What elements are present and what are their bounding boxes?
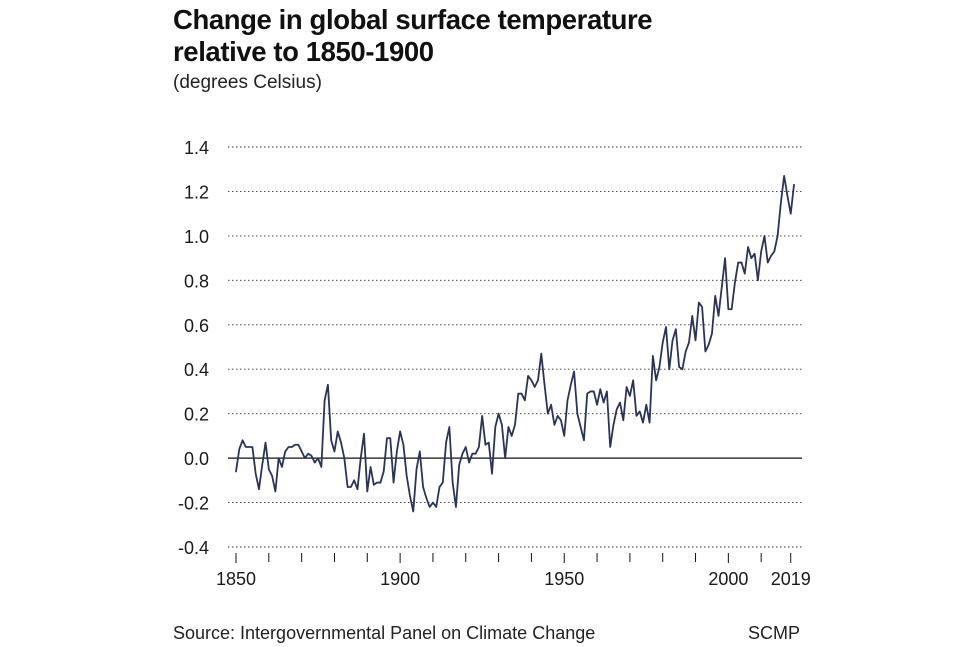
y-tick-label: -0.4 [178,538,209,558]
y-tick-label: 0.4 [184,360,209,380]
series-layer [235,174,795,513]
y-axis-tick-labels: -0.4 -0.2 0.0 0.2 0.4 0.6 0.8 1.0 1.2 1.4 [178,138,209,558]
y-tick-label: -0.2 [178,494,209,514]
x-tick-label: 2019 [771,569,811,589]
x-tick-label: 1900 [380,569,420,589]
source-note: Source: Intergovernmental Panel on Clima… [173,623,596,643]
y-tick-label: 1.4 [184,138,209,158]
y-tick-label: 0.0 [184,449,209,469]
x-tick-label: 2000 [708,569,748,589]
y-tick-label: 0.2 [184,405,209,425]
y-tick-label: 1.2 [184,182,209,202]
chart-title-line-2: relative to 1850-1900 [173,36,434,67]
temperature-series-line [235,174,795,513]
chart-subtitle: (degrees Celsius) [173,72,322,93]
gridlines [228,146,802,548]
chart-title-line-1: Change in global surface temperature [173,4,653,35]
x-tick-label: 1850 [216,569,256,589]
x-tick-label: 1950 [544,569,584,589]
chart-title: Change in global surface temperature rel… [173,4,653,68]
y-tick-label: 0.6 [184,316,209,336]
y-tick-label: 0.8 [184,271,209,291]
x-axis: 1850 1900 1950 2000 2019 [216,553,811,589]
y-tick-label: 1.0 [184,227,209,247]
publisher-credit: SCMP [747,623,800,643]
